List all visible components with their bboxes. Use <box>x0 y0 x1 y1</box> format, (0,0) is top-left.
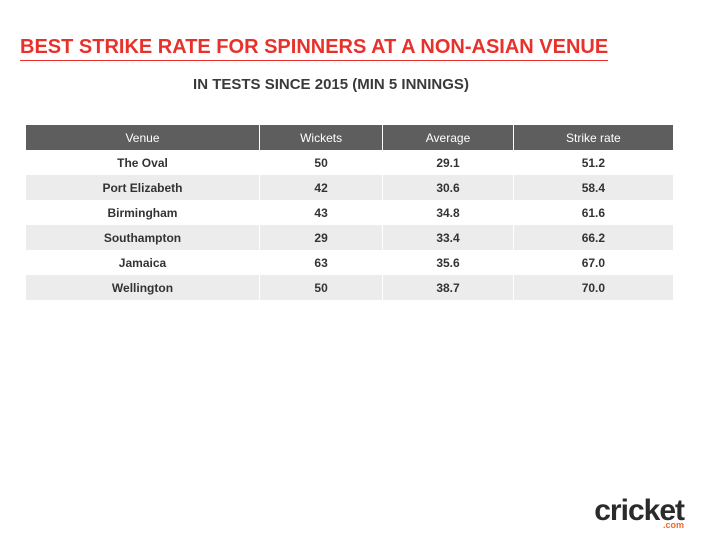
table-cell: 43 <box>314 205 328 220</box>
table-cell: 63 <box>314 255 328 270</box>
column-header: Strike rate <box>513 125 673 150</box>
table-cell: Port Elizabeth <box>26 175 259 200</box>
table-cell: Birmingham <box>107 205 178 220</box>
table-cell: 66.2 <box>513 225 673 250</box>
table: Venue Wickets Average Strike rate The Oval 5… <box>25 125 674 300</box>
table-cell: Jamaica <box>118 255 167 270</box>
table-cell: 38.7 <box>383 275 513 300</box>
table-cell: 35.6 <box>436 255 460 270</box>
table-row: Port Elizabeth 42 30.6 58.4 <box>26 175 673 200</box>
table-cell: 29.1 <box>436 155 460 170</box>
table-cell: 50 <box>314 155 328 170</box>
table-cell: 34.8 <box>436 205 460 220</box>
column-header: Wickets <box>259 125 383 150</box>
table-row: Wellington 50 38.7 70.0 <box>26 275 673 300</box>
title: BEST STRIKE RATE FOR SPINNERS AT A NON-A… <box>20 36 609 61</box>
table-cell: Wellington <box>26 275 259 300</box>
subtitle: IN TESTS SINCE 2015 (MIN 5 INNINGS) <box>193 76 469 93</box>
table-cell: 30.6 <box>383 175 513 200</box>
table-cell: 58.4 <box>513 175 673 200</box>
table-body: The Oval 50 29.1 51.2 Port Elizabeth 42 30.6 58… <box>26 150 673 300</box>
table-cell: 67.0 <box>581 255 606 270</box>
table-cell: 61.6 <box>581 205 606 220</box>
table-row: The Oval 50 29.1 51.2 <box>26 150 673 175</box>
logo-domain: .com <box>662 520 684 530</box>
table-row: Southampton 29 33.4 66.2 <box>26 225 673 250</box>
table-cell: 70.0 <box>513 275 673 300</box>
table-cell: 29 <box>259 225 383 250</box>
table-cell: 42 <box>259 175 383 200</box>
table-row: Birmingham 43 34.8 61.6 <box>26 200 673 225</box>
table-cell: The Oval <box>117 155 168 170</box>
header-row: Venue Wickets Average Strike rate <box>26 125 673 150</box>
table-row: Jamaica 63 35.6 67.0 <box>26 250 673 275</box>
table-cell: 33.4 <box>383 225 513 250</box>
table-cell: 51.2 <box>581 155 606 170</box>
column-header: Venue <box>26 125 259 150</box>
table-head: Venue Wickets Average Strike rate <box>26 125 673 150</box>
column-header: Average <box>383 125 513 150</box>
table-cell: Southampton <box>26 225 259 250</box>
logo: cricket <box>594 494 685 527</box>
table-cell: 50 <box>259 275 383 300</box>
